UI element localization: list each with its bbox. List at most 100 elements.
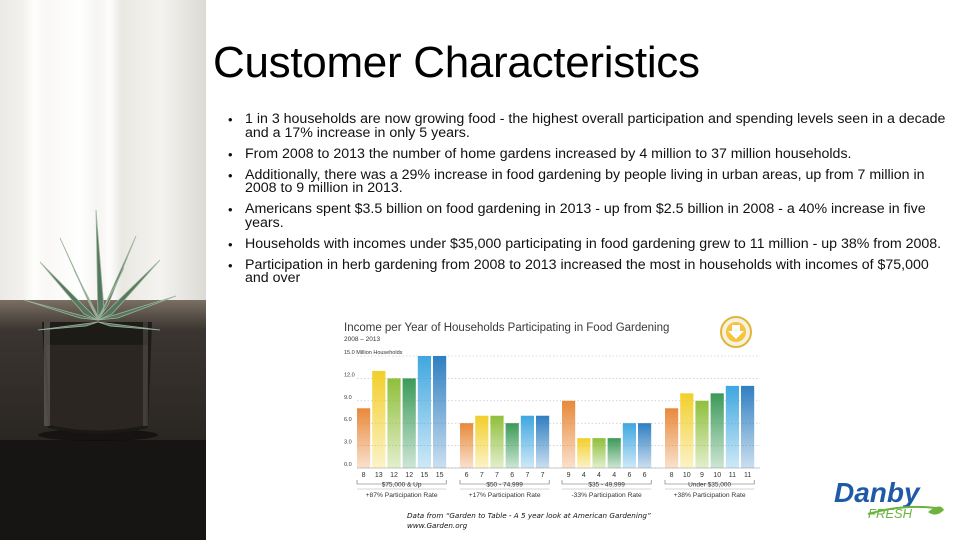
bar--35-49-999-2008 [562, 400, 576, 468]
bar-value-label: 11 [744, 472, 751, 479]
bullet-glyph: • [228, 146, 233, 162]
group-label: Under $35,000 [688, 482, 731, 489]
bar-value-label: 8 [670, 472, 674, 479]
bar--50-74-999-2012 [520, 415, 534, 468]
source-url: www.Garden.org [407, 521, 468, 530]
bar-value-label: 7 [525, 472, 529, 479]
chart-subtitle: 2008 – 2013 [344, 336, 381, 343]
bullet-list: • 1 in 3 households are now growing food … [228, 111, 953, 293]
bullet-text: Americans spent $3.5 billion on food gar… [245, 201, 926, 231]
bar-under-35-000-2011 [710, 393, 724, 468]
table-edge [0, 440, 206, 540]
succulent-plant-icon [23, 209, 177, 441]
danby-fresh-logo: Danby FRESH [832, 474, 950, 524]
bar-under-35-000-2008 [665, 408, 679, 468]
y-tick-label: 15.0 Million Households [344, 350, 403, 356]
chart-title: Income per Year of Households Participat… [344, 322, 669, 334]
group-label: $35 - 49,999 [588, 482, 625, 489]
y-tick-label: 9.0 [344, 395, 352, 401]
bar-value-label: 12 [390, 472, 398, 479]
bullet-glyph: • [228, 112, 233, 127]
group-participation: +38% Participation Rate [674, 492, 746, 499]
window-light [96, 0, 122, 300]
group-participation: +87% Participation Rate [366, 492, 438, 499]
bullet-text: Participation in herb gardening from 200… [245, 256, 929, 286]
source-note: Data from “Garden to Table - A 5 year lo… [407, 511, 651, 531]
bar--35-49-999-2011 [607, 438, 621, 468]
bar-value-label: 4 [582, 472, 586, 479]
bar-value-label: 9 [700, 472, 704, 479]
y-tick-label: 6.0 [344, 417, 352, 423]
bar-value-label: 8 [362, 472, 366, 479]
bullet-text: Additionally, there was a 29% increase i… [245, 166, 925, 196]
bar--35-49-999-2012 [622, 423, 636, 468]
bar-value-label: 13 [375, 472, 383, 479]
bar-value-label: 7 [495, 472, 499, 479]
group-bracket [459, 480, 550, 485]
bar--75-000-up-2009 [372, 370, 386, 468]
bullet-glyph: • [228, 257, 233, 273]
bullet-text: Households with incomes under $35,000 pa… [245, 235, 942, 252]
logo-sub: FRESH [868, 506, 913, 521]
bar-under-35-000-2013 [741, 385, 755, 468]
bar-value-label: 10 [683, 472, 691, 479]
bar-under-35-000-2012 [725, 385, 739, 468]
bar-value-label: 6 [510, 472, 514, 479]
bar-value-label: 9 [567, 472, 571, 479]
group-bracket [561, 480, 652, 485]
bar--75-000-up-2008 [357, 408, 371, 468]
group-participation: +17% Participation Rate [469, 492, 541, 499]
bar-value-label: 4 [612, 472, 616, 479]
succulent-photo [0, 0, 206, 540]
bar-value-label: 7 [541, 472, 545, 479]
bar-value-label: 12 [405, 472, 413, 479]
bar-value-label: 11 [729, 472, 736, 479]
bar-value-label: 7 [480, 472, 484, 479]
bullet-text: From 2008 to 2013 the number of home gar… [245, 145, 852, 162]
bar-value-label: 4 [597, 472, 601, 479]
bar-value-label: 6 [643, 472, 647, 479]
bar--50-74-999-2009 [475, 415, 489, 468]
bar-value-label: 10 [713, 472, 721, 479]
bar--50-74-999-2008 [460, 423, 474, 468]
bullet-item: • Households with incomes under $35,000 p… [228, 235, 953, 252]
slide-title: Customer Characteristics [213, 38, 700, 87]
bar--75-000-up-2010 [387, 378, 401, 468]
bar--50-74-999-2010 [490, 415, 504, 468]
bullet-item: • Participation in herb gardening from 20… [228, 256, 953, 286]
bar--75-000-up-2012 [417, 356, 431, 468]
download-badge-icon [720, 316, 752, 348]
logo-brand: Danby [834, 477, 921, 508]
bar--35-49-999-2010 [592, 438, 606, 468]
bullet-item: • 1 in 3 households are now growing food … [228, 111, 953, 141]
group-participation: -33% Participation Rate [571, 492, 642, 499]
bar--35-49-999-2009 [577, 438, 591, 468]
group-label: $75,000 & Up [382, 482, 422, 489]
bar-value-label: 15 [421, 472, 429, 479]
bar-under-35-000-2010 [695, 400, 709, 468]
bar-value-label: 15 [436, 472, 444, 479]
group-bracket [664, 480, 755, 485]
bar--75-000-up-2011 [402, 378, 416, 468]
bar--50-74-999-2011 [505, 423, 519, 468]
bullet-glyph: • [228, 202, 233, 217]
bullet-glyph: • [228, 167, 233, 183]
bullet-item: • From 2008 to 2013 the number of home ga… [228, 145, 953, 162]
source-citation: Data from “Garden to Table - A 5 year lo… [407, 511, 651, 520]
bar-value-label: 6 [465, 472, 469, 479]
bar-under-35-000-2009 [680, 393, 694, 468]
bar--75-000-up-2013 [433, 356, 447, 468]
y-tick-label: 0.0 [344, 462, 352, 468]
y-tick-label: 12.0 [344, 372, 355, 378]
group-bracket [356, 480, 447, 485]
y-tick-label: 3.0 [344, 440, 352, 446]
bullet-glyph: • [228, 236, 233, 252]
group-label: $50 - 74,999 [486, 482, 523, 489]
bar-value-label: 6 [627, 472, 631, 479]
income-bar-chart: Income per Year of Households Participat… [335, 315, 765, 505]
leaf-icon [928, 506, 944, 515]
window-light [22, 0, 48, 300]
bar--35-49-999-2013 [638, 423, 652, 468]
bar--50-74-999-2013 [536, 415, 550, 468]
bullet-text: 1 in 3 households are now growing food -… [245, 111, 946, 141]
